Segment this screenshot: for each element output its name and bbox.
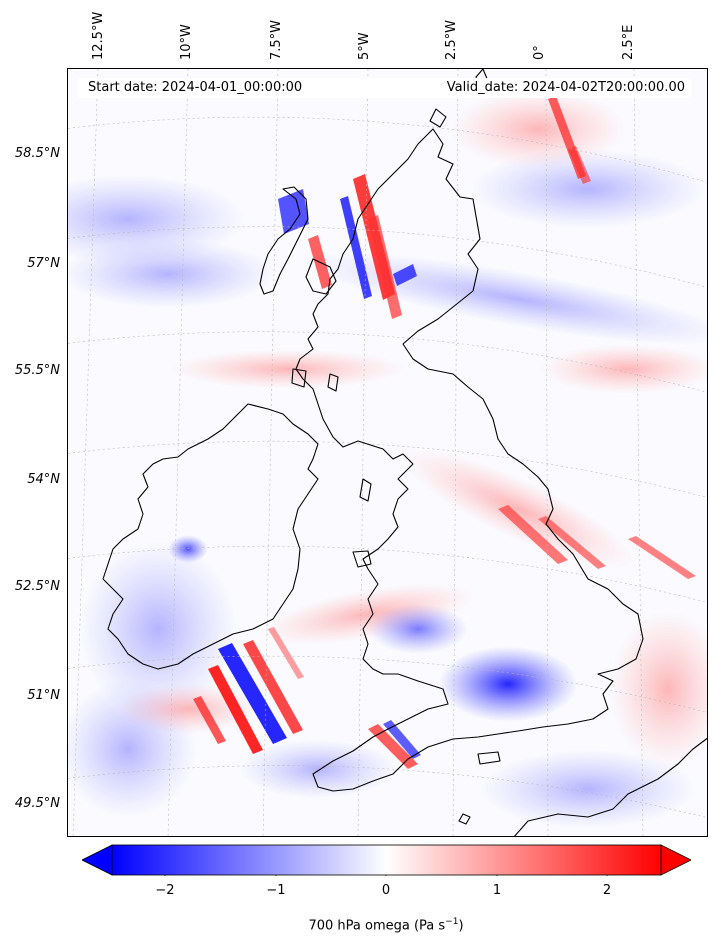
lat-label: 58.5°N xyxy=(14,146,60,161)
lat-label: 52.5°N xyxy=(14,579,60,594)
arran-coast xyxy=(327,373,339,392)
lon-label: 10°W xyxy=(179,24,194,60)
outer-hebrides-coast xyxy=(259,186,309,295)
colorbar-label-text: 700 hPa omega (Pa s xyxy=(308,918,446,934)
graticule xyxy=(68,69,707,836)
lat-label: 54°N xyxy=(27,472,60,487)
start-date-label: Start date: 2024-04-01_00:00:00 xyxy=(88,80,303,95)
colorbar-tick-label: 2 xyxy=(602,883,612,898)
lat-label: 57°N xyxy=(27,256,60,271)
anglesey-coast xyxy=(352,550,372,568)
colorbar-gradient xyxy=(111,844,662,876)
colorbar-tick-label: 1 xyxy=(492,883,502,898)
lat-label: 55.5°N xyxy=(14,363,60,378)
lon-label: 7.5°W xyxy=(269,19,284,60)
lon-label: 0° xyxy=(532,45,547,60)
lon-label: 5°W xyxy=(357,32,372,60)
colorbar-max-extend xyxy=(660,844,691,876)
france-coast xyxy=(514,737,707,836)
colorbar xyxy=(82,844,691,876)
lon-label: 2.5°W xyxy=(444,19,459,60)
isle-of-wight-coast xyxy=(477,751,501,765)
colorbar-label-exponent: −1 xyxy=(445,917,459,927)
map-panel xyxy=(67,68,708,837)
valid-date-label: Valid_date: 2024-04-02T20:00:00.00 xyxy=(446,80,685,95)
map-canvas xyxy=(68,69,707,836)
colorbar-tick-label: 0 xyxy=(381,883,391,898)
islay-coast xyxy=(291,368,307,388)
colorbar-title: 700 hPa omega (Pa s−1) xyxy=(0,917,716,933)
great-britain-coast xyxy=(295,128,644,792)
colorbar-tick-label: −1 xyxy=(266,883,286,898)
colorbar-label-close: ) xyxy=(458,918,464,934)
isle-of-man-coast xyxy=(359,478,372,502)
lat-label: 49.5°N xyxy=(14,796,60,811)
ireland-coast xyxy=(102,403,319,670)
coastlines xyxy=(102,69,707,836)
colorbar-tick-label: −2 xyxy=(155,883,175,898)
orkney-coast xyxy=(429,108,447,128)
lat-label: 51°N xyxy=(27,688,60,703)
date-bar xyxy=(78,78,691,98)
lon-label: 2.5°E xyxy=(621,24,636,60)
skye-coast xyxy=(305,258,337,295)
omega-strong-features xyxy=(168,96,696,769)
channel-islands-coast xyxy=(458,813,471,825)
colorbar-min-extend xyxy=(82,844,113,876)
lon-label: 12.5°W xyxy=(91,11,106,60)
